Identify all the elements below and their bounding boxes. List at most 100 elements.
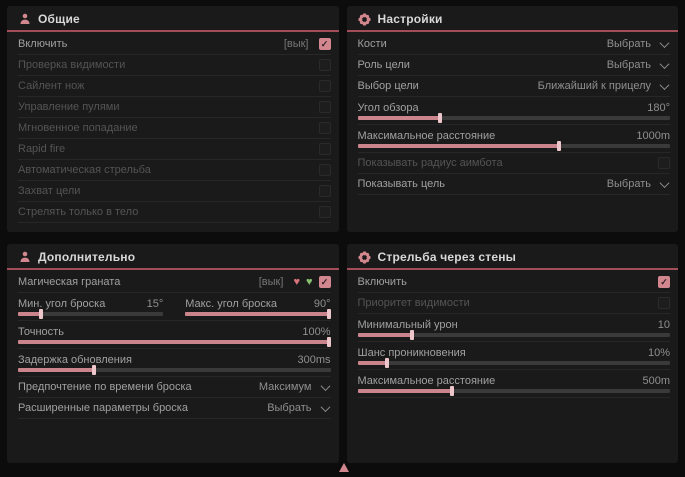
- toggle-row[interactable]: Захват цели: [18, 181, 331, 202]
- slider-handle[interactable]: [92, 364, 97, 375]
- combo-line: Предпочтение по времени броска Максимум: [18, 380, 331, 393]
- toggle-right: [658, 157, 670, 169]
- toggle-row[interactable]: Включить ✓: [357, 272, 670, 293]
- slider-value: 100%: [302, 325, 331, 338]
- slider[interactable]: Максимальное расстояние 500m: [357, 375, 670, 396]
- slider[interactable]: Точность 100%: [18, 325, 331, 347]
- chevron-down-icon[interactable]: [320, 380, 330, 391]
- toggle-row[interactable]: Сайлент нож: [18, 76, 331, 97]
- panel-wallshoot-header[interactable]: Стрельба через стены: [346, 244, 678, 270]
- combo-value-wrap[interactable]: Выбрать: [267, 401, 330, 414]
- checkbox[interactable]: [658, 297, 670, 309]
- toggle-row[interactable]: Проверка видимости: [18, 55, 331, 76]
- slider-row[interactable]: Максимальное расстояние 1000m: [357, 125, 670, 153]
- slider-track[interactable]: [357, 329, 670, 340]
- slider-handle[interactable]: [409, 329, 414, 340]
- combo-value-wrap[interactable]: Выбрать: [607, 177, 670, 190]
- slider-track[interactable]: [357, 357, 670, 368]
- slider-pair-row[interactable]: Мин. угол броска 15° Макс. угол броска 90°: [18, 293, 331, 321]
- combo-row[interactable]: Кости Выбрать: [357, 34, 670, 55]
- checkbox[interactable]: ✓: [658, 276, 670, 288]
- checkbox[interactable]: [318, 206, 331, 218]
- chevron-down-icon[interactable]: [659, 58, 670, 69]
- slider-track[interactable]: [18, 364, 331, 375]
- checkbox[interactable]: [318, 143, 331, 155]
- slider-track[interactable]: [185, 308, 331, 319]
- chevron-down-icon[interactable]: [659, 37, 670, 48]
- combo-label: Роль цели: [357, 59, 410, 71]
- slider-label: Максимальное расстояние: [357, 129, 496, 142]
- combo-value-wrap[interactable]: Максимум: [259, 380, 331, 393]
- slider-row[interactable]: Задержка обновления 300ms: [18, 349, 331, 377]
- slider-fill: [185, 311, 331, 316]
- toggle-row[interactable]: Автоматическая стрельба: [18, 160, 331, 181]
- toggle-line: Управление пулями: [18, 101, 331, 113]
- slider-handle[interactable]: [38, 308, 43, 319]
- slider[interactable]: Шанс проникновения 10%: [357, 347, 670, 368]
- slider[interactable]: Минимальный урон 10: [357, 319, 670, 340]
- slider-track[interactable]: [18, 336, 331, 347]
- slider[interactable]: Мин. угол броска 15°: [18, 298, 164, 319]
- slider-track[interactable]: [18, 308, 164, 319]
- panel-additional-header[interactable]: Дополнительно: [7, 244, 339, 270]
- slider-track[interactable]: [357, 112, 670, 123]
- checkbox[interactable]: [318, 185, 331, 197]
- slider-handle[interactable]: [450, 385, 455, 396]
- chevron-down-icon[interactable]: [320, 401, 330, 412]
- combo-value-wrap[interactable]: Ближайший к прицелу: [538, 79, 670, 92]
- toggle-right: [318, 101, 331, 113]
- slider-handle[interactable]: [556, 140, 561, 151]
- toggle-row[interactable]: Управление пулями: [18, 97, 331, 118]
- toggle-row[interactable]: Показывать радиус аимбота: [357, 153, 670, 174]
- slider-row[interactable]: Точность 100%: [18, 321, 331, 349]
- checkbox[interactable]: ✓: [318, 276, 331, 288]
- checkbox[interactable]: [318, 164, 331, 176]
- combo-row[interactable]: Предпочтение по времени броска Максимум: [18, 377, 331, 398]
- checkbox[interactable]: [318, 122, 331, 134]
- toggle-label: Мгновенное попадание: [18, 122, 138, 134]
- person-icon: [18, 13, 31, 26]
- checkbox[interactable]: [318, 80, 331, 92]
- combo-row[interactable]: Показывать цель Выбрать: [357, 174, 670, 195]
- slider-row[interactable]: Максимальное расстояние 500m: [357, 370, 670, 398]
- checkbox[interactable]: [318, 59, 331, 71]
- chevron-down-icon[interactable]: [659, 177, 670, 188]
- toggle-row[interactable]: Приоритет видимости: [357, 293, 670, 314]
- toggle-row[interactable]: Включить [вык] ✓: [18, 34, 331, 55]
- heart-check-icon[interactable]: ♥: [305, 275, 313, 288]
- combo-label: Кости: [357, 38, 387, 50]
- heart-crossed-icon[interactable]: ♥: [293, 275, 300, 288]
- checkbox[interactable]: [658, 157, 670, 169]
- panel-settings-header[interactable]: Настройки: [346, 6, 678, 32]
- toggle-row[interactable]: Стрелять только в тело: [18, 202, 331, 223]
- combo-value-wrap[interactable]: Выбрать: [607, 37, 670, 50]
- slider-handle[interactable]: [437, 112, 442, 123]
- slider[interactable]: Максимальное расстояние 1000m: [357, 129, 670, 151]
- slider[interactable]: Макс. угол броска 90°: [185, 298, 331, 319]
- panel-settings: Настройки Кости Выбрать Роль цели Выбрать Вы…: [346, 6, 678, 232]
- combo-row[interactable]: Роль цели Выбрать: [357, 55, 670, 76]
- slider[interactable]: Задержка обновления 300ms: [18, 354, 331, 375]
- slider-handle[interactable]: [326, 336, 331, 347]
- panel-general-header[interactable]: Общие: [7, 6, 339, 32]
- combo-row[interactable]: Выбор цели Ближайший к прицелу: [357, 76, 670, 97]
- slider[interactable]: Угол обзора 180°: [357, 102, 670, 123]
- slider-fill: [18, 311, 43, 316]
- toggle-row[interactable]: Магическая граната [вык] ♥ ♥ ✓: [18, 272, 331, 293]
- slider-track[interactable]: [357, 140, 670, 151]
- combo-value-wrap[interactable]: Выбрать: [607, 58, 670, 71]
- toggle-right: ✓: [658, 276, 670, 288]
- slider-row[interactable]: Шанс проникновения 10%: [357, 342, 670, 370]
- toggle-row[interactable]: Rapid fire: [18, 139, 331, 160]
- slider-row[interactable]: Угол обзора 180°: [357, 97, 670, 125]
- panel-wallshoot: Стрельба через стены Включить ✓ Приоритет …: [346, 244, 678, 463]
- chevron-down-icon[interactable]: [659, 79, 670, 90]
- slider-handle[interactable]: [326, 308, 331, 319]
- combo-row[interactable]: Расширенные параметры броска Выбрать: [18, 398, 331, 419]
- checkbox[interactable]: ✓: [318, 38, 331, 50]
- slider-track[interactable]: [357, 385, 670, 396]
- toggle-row[interactable]: Мгновенное попадание: [18, 118, 331, 139]
- checkbox[interactable]: [318, 101, 331, 113]
- slider-handle[interactable]: [384, 357, 389, 368]
- slider-row[interactable]: Минимальный урон 10: [357, 314, 670, 342]
